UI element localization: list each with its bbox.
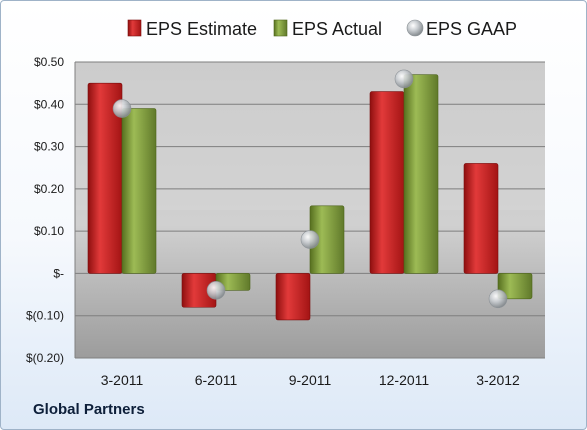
y-tick-label: $(0.10) — [26, 309, 64, 323]
marker-eps-gaap — [300, 230, 320, 249]
x-tick-label: 12-2011 — [379, 372, 430, 388]
bar-eps-actual — [121, 108, 157, 274]
company-label: Global Partners — [33, 401, 145, 418]
y-tick-label: $0.40 — [34, 97, 64, 111]
legend-eps-estimate-label: EPS Estimate — [146, 19, 257, 39]
legend-eps-actual-swatch — [273, 19, 288, 37]
x-tick-label: 3-2012 — [476, 372, 520, 388]
marker-eps-gaap — [488, 289, 508, 309]
legend-eps-gaap-swatch — [406, 19, 424, 37]
legend-eps-gaap-label: EPS GAAP — [426, 19, 517, 39]
x-tick-label: 6-2011 — [195, 372, 238, 388]
bar-eps-actual — [403, 74, 439, 274]
legend-eps-actual-label: EPS Actual — [292, 19, 382, 39]
bar-eps-actual — [497, 273, 533, 300]
y-tick-label: $0.50 — [34, 55, 64, 69]
y-tick-label: $0.20 — [34, 182, 64, 196]
marker-eps-gaap — [112, 99, 132, 118]
x-tick-label: 3-2011 — [101, 372, 144, 388]
y-tick-label: $(0.20) — [26, 351, 64, 365]
marker-eps-gaap — [394, 69, 414, 89]
marker-eps-gaap — [206, 281, 226, 300]
y-tick-label: $0.30 — [34, 140, 64, 154]
x-tick-label: 9-2011 — [289, 372, 332, 388]
y-tick-label: $- — [53, 266, 64, 280]
bar-eps-estimate — [369, 91, 405, 274]
bar-eps-estimate — [463, 163, 499, 274]
bar-eps-estimate — [275, 273, 311, 321]
y-tick-label: $0.10 — [34, 224, 64, 238]
legend-eps-estimate-swatch — [127, 19, 142, 37]
